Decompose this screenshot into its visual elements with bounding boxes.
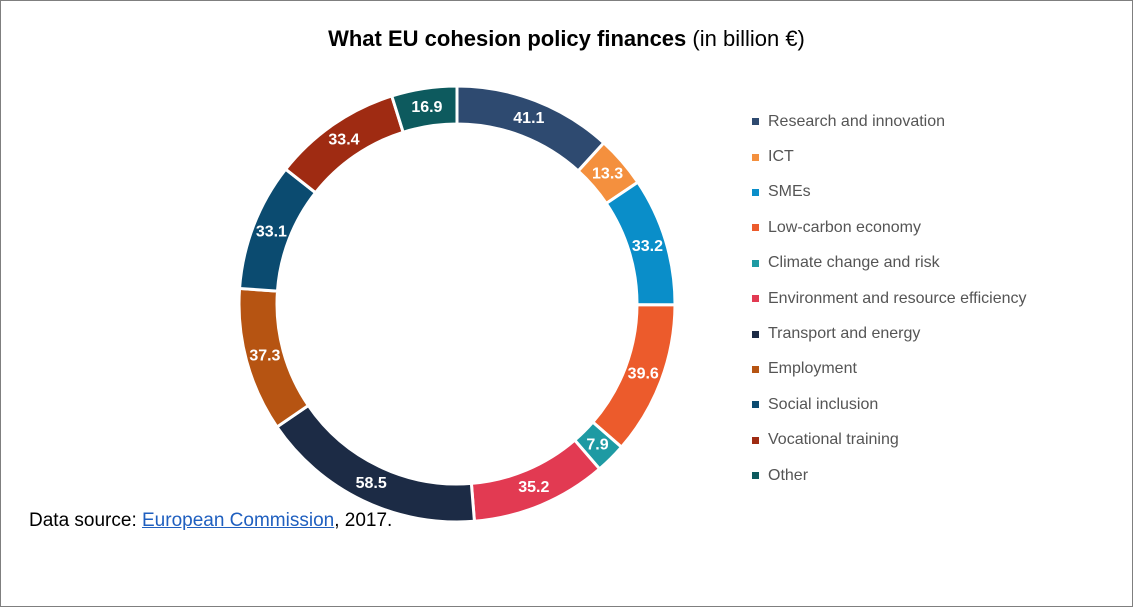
slice-label-social-inclusion: 33.1 <box>256 224 287 241</box>
chart-title-bold: What EU cohesion policy finances <box>328 26 687 51</box>
legend-label: Other <box>768 466 809 484</box>
slice-label-climate-change-and-risk: 7.9 <box>586 436 608 453</box>
legend-swatch <box>752 472 759 480</box>
legend-swatch <box>752 401 759 409</box>
legend-label: Transport and energy <box>768 325 921 343</box>
chart-title-unit: (in billion €) <box>686 26 805 51</box>
legend-label: Climate change and risk <box>768 254 940 272</box>
legend-label: Employment <box>768 360 857 378</box>
legend-item-transport-and-energy: Transport and energy <box>752 316 1027 351</box>
data-source-prefix: Data source: <box>29 510 142 531</box>
data-source: Data source: European Commission, 2017. <box>29 510 392 532</box>
legend-label: Research and innovation <box>768 112 946 130</box>
legend-item-low-carbon-economy: Low-carbon economy <box>752 210 1027 245</box>
slice-label-transport-and-energy: 58.5 <box>356 475 387 492</box>
legend-swatch <box>752 436 759 444</box>
legend-label: Environment and resource efficiency <box>768 289 1027 307</box>
legend-item-research-and-innovation: Research and innovation <box>752 104 1027 139</box>
slice-label-low-carbon-economy: 39.6 <box>628 366 659 383</box>
slice-label-environment-and-resource-efficiency: 35.2 <box>518 479 549 496</box>
legend-item-ict: ICT <box>752 139 1027 174</box>
slice-research-and-innovation <box>455 84 606 174</box>
legend-swatch <box>752 365 759 373</box>
slice-label-vocational-training: 33.4 <box>328 132 359 149</box>
slice-other <box>389 84 459 135</box>
legend-item-smes: SMEs <box>752 175 1027 210</box>
legend-label: Social inclusion <box>768 395 879 413</box>
legend-label: ICT <box>768 148 794 166</box>
slice-label-research-and-innovation: 41.1 <box>513 110 544 127</box>
legend-swatch <box>752 330 759 338</box>
slice-label-employment: 37.3 <box>249 347 280 364</box>
slice-label-other: 16.9 <box>411 99 442 116</box>
legend-swatch <box>752 259 759 267</box>
legend-swatch <box>752 224 759 232</box>
data-source-link[interactable]: European Commission <box>142 510 335 531</box>
data-source-suffix: , 2017. <box>334 510 393 531</box>
legend-swatch <box>752 295 759 303</box>
legend-swatch <box>752 188 759 196</box>
legend-item-employment: Employment <box>752 352 1027 387</box>
legend-item-climate-change-and-risk: Climate change and risk <box>752 246 1027 281</box>
legend-item-vocational-training: Vocational training <box>752 423 1027 458</box>
legend-label: Vocational training <box>768 431 899 449</box>
legend-label: Low-carbon economy <box>768 218 921 236</box>
legend-item-other: Other <box>752 458 1027 493</box>
chart-title: What EU cohesion policy finances (in bil… <box>0 26 1133 52</box>
legend-item-social-inclusion: Social inclusion <box>752 387 1027 422</box>
chart-legend: Research and innovation ICT SMEs Low-carbon… <box>752 104 1027 493</box>
legend-label: SMEs <box>768 183 811 201</box>
slice-label-ict: 13.3 <box>592 165 623 182</box>
legend-item-environment-and-resource-efficiency: Environment and resource efficiency <box>752 281 1027 316</box>
slice-transport-and-energy <box>274 403 477 524</box>
legend-swatch <box>752 153 759 161</box>
slice-label-smes: 33.2 <box>632 238 663 255</box>
legend-swatch <box>752 118 759 126</box>
